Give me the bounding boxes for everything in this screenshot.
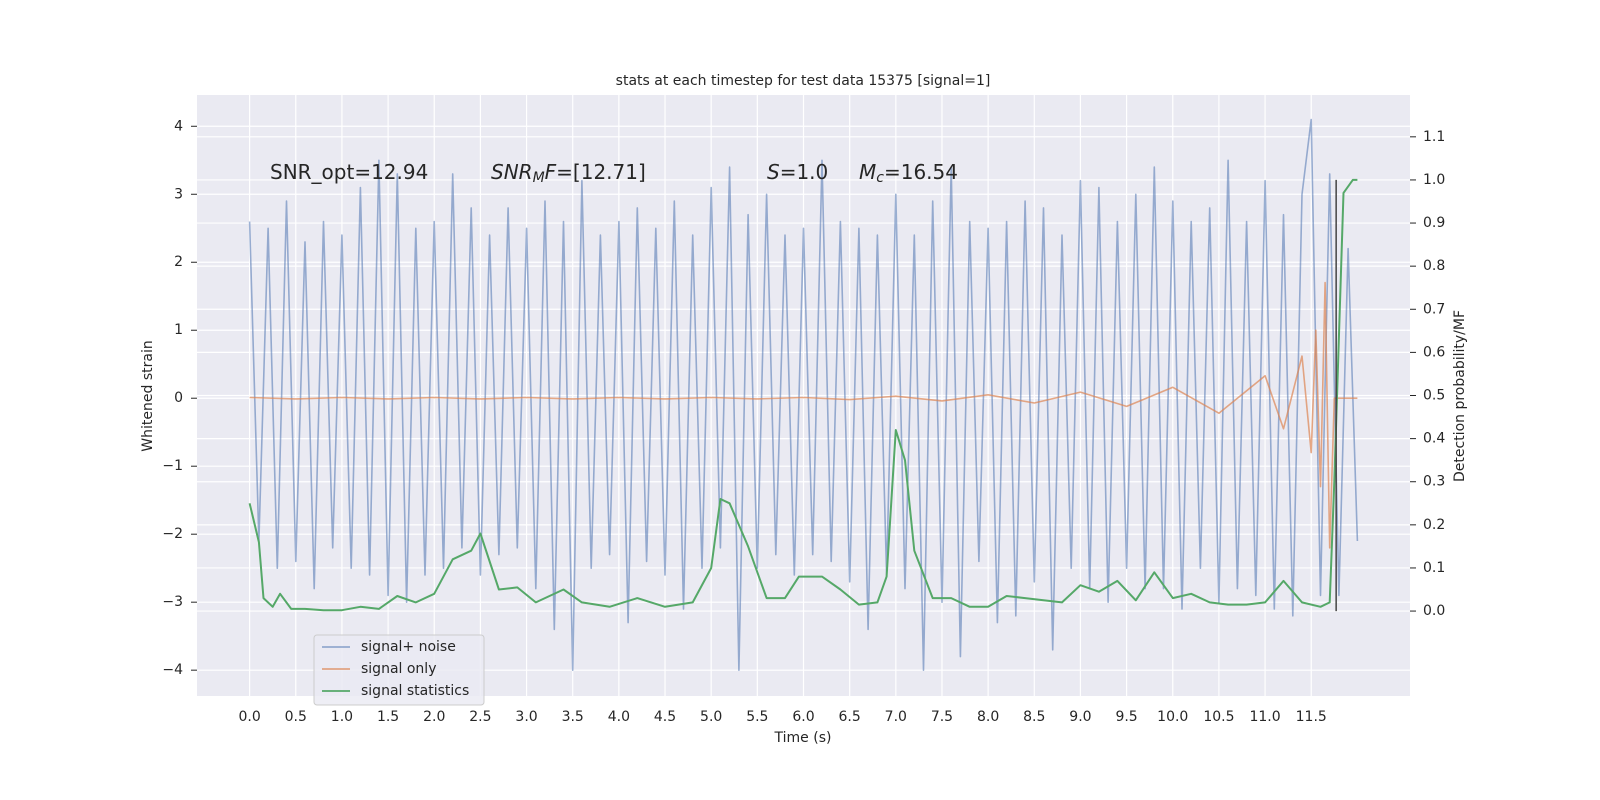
- y2-tick-label: 0.5: [1423, 388, 1445, 404]
- series-line: [249, 281, 1358, 549]
- y2-tick-label: 0.3: [1423, 474, 1445, 490]
- y2-tick-label: 0.1: [1423, 560, 1445, 576]
- annotation-part: c: [876, 170, 884, 186]
- legend: signal+ noise signal only signal statistic…: [313, 634, 485, 706]
- y2-tick-label: 0.8: [1423, 258, 1445, 274]
- annotation-part: F: [545, 160, 557, 184]
- y-tick-label: −1: [162, 458, 183, 474]
- series-line: [248, 178, 1358, 612]
- annotation-part: =16.54: [884, 160, 958, 184]
- y2-tick-label: 0.7: [1423, 301, 1445, 317]
- annotation: SNR_opt=12.94: [270, 160, 428, 184]
- legend-label: signal+ noise: [361, 639, 456, 655]
- x-tick-label: 8.5: [1023, 709, 1045, 725]
- x-tick-label: 6.5: [839, 709, 861, 725]
- x-tick-label: 11.5: [1296, 709, 1327, 725]
- legend-box: [313, 634, 485, 706]
- annotation-part: M: [533, 170, 545, 186]
- legend-label: signal only: [361, 661, 436, 677]
- y-tick-label: −4: [162, 662, 183, 678]
- x-tick-label: 2.0: [423, 709, 445, 725]
- annotation-part: SNR: [491, 160, 533, 184]
- y2-tick-label: 0.4: [1423, 431, 1445, 447]
- x-tick-label: 8.0: [977, 709, 999, 725]
- annotation-part: S: [767, 160, 780, 184]
- y-tick-label: 0: [174, 390, 183, 406]
- x-tick-label: 0.0: [238, 709, 260, 725]
- y2-tick-label: 1.0: [1423, 172, 1445, 188]
- x-tick-label: 0.5: [285, 709, 307, 725]
- annotation: SNRMF=[12.71]: [491, 160, 646, 187]
- x-tick-label: 3.0: [515, 709, 537, 725]
- annotation-part: =1.0: [780, 160, 829, 184]
- x-tick-label: 5.5: [746, 709, 768, 725]
- y-tick-label: −2: [162, 526, 183, 542]
- y-tick-label: 4: [174, 118, 183, 134]
- x-tick-label: 3.5: [562, 709, 584, 725]
- x-tick-label: 1.5: [377, 709, 399, 725]
- y2-tick-label: 0.0: [1423, 603, 1445, 619]
- y2-axis-label: Detection probability/MF: [1452, 310, 1468, 482]
- y2-tick-label: 0.9: [1423, 215, 1445, 231]
- series-line: [248, 118, 1359, 671]
- annotation: Mc=16.54: [859, 160, 958, 187]
- y-tick-label: 1: [174, 322, 183, 338]
- annotation-part: =[12.71]: [556, 160, 646, 184]
- x-tick-label: 5.0: [700, 709, 722, 725]
- x-tick-label: 1.0: [331, 709, 353, 725]
- chart-title: stats at each timestep for test data 153…: [616, 73, 991, 89]
- annotation: S=1.0: [767, 160, 828, 184]
- y2-tick-label: 1.1: [1423, 129, 1445, 145]
- y-axis-label: Whitened strain: [140, 340, 156, 451]
- x-tick-label: 9.0: [1069, 709, 1091, 725]
- x-tick-label: 10.0: [1157, 709, 1188, 725]
- annotation-part: SNR_opt=12.94: [270, 160, 428, 184]
- x-tick-label: 7.5: [931, 709, 953, 725]
- y-tick-label: 3: [174, 186, 183, 202]
- y2-tick-label: 0.2: [1423, 517, 1445, 533]
- x-tick-label: 9.5: [1115, 709, 1137, 725]
- legend-label: signal statistics: [361, 683, 469, 699]
- x-tick-label: 7.0: [885, 709, 907, 725]
- y-tick-label: −3: [162, 594, 183, 610]
- x-tick-label: 4.5: [654, 709, 676, 725]
- x-tick-label: 6.0: [792, 709, 814, 725]
- y2-tick-label: 0.6: [1423, 344, 1445, 360]
- x-tick-label: 10.5: [1203, 709, 1234, 725]
- x-tick-label: 4.0: [608, 709, 630, 725]
- x-tick-label: 2.5: [469, 709, 491, 725]
- annotation-part: M: [859, 160, 876, 184]
- x-axis-label: Time (s): [774, 730, 832, 746]
- x-tick-label: 11.0: [1249, 709, 1280, 725]
- y-tick-label: 2: [174, 254, 183, 270]
